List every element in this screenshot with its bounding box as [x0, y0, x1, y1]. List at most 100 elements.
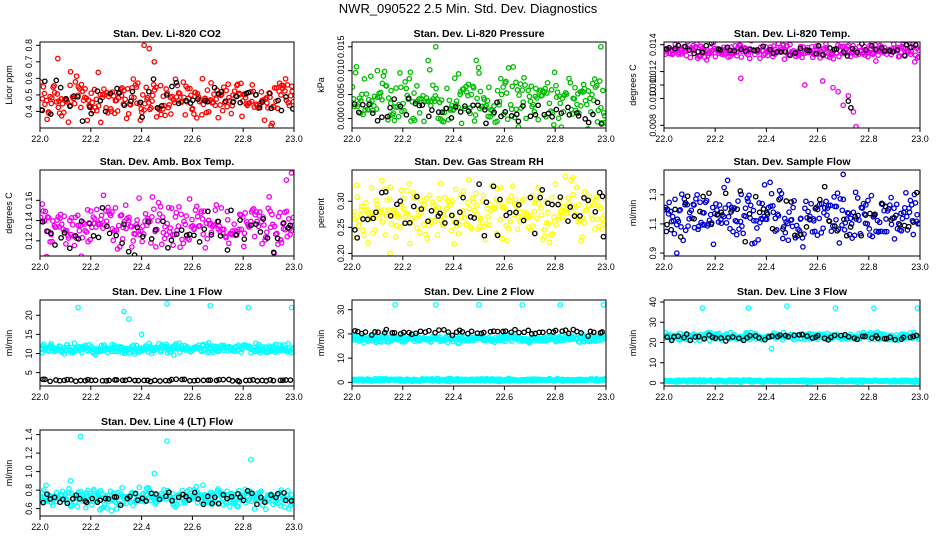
data-point [852, 213, 858, 220]
data-point [506, 198, 513, 205]
data-point [756, 209, 763, 216]
data-point [215, 500, 222, 507]
y-tick-label: 0.8 [24, 484, 34, 497]
outlier-point [850, 109, 857, 115]
y-tick-label: 10 [24, 349, 34, 359]
data-point [512, 196, 519, 203]
data-point [716, 202, 723, 208]
data-point [445, 329, 452, 335]
outlier-point [207, 302, 214, 309]
data-point [265, 105, 271, 111]
data-point [168, 205, 175, 212]
data-point [118, 212, 125, 218]
data-point [497, 75, 504, 82]
points-group [352, 43, 606, 128]
data-point [68, 377, 74, 383]
data-point [890, 48, 896, 55]
data-point [694, 42, 700, 47]
data-point [47, 111, 54, 117]
data-point [403, 112, 410, 118]
data-point [486, 221, 493, 228]
data-point [891, 215, 898, 221]
data-point [189, 97, 196, 104]
data-point [847, 215, 854, 222]
data-point [383, 83, 390, 89]
y-axis-label: ml/min [4, 460, 14, 487]
data-point [395, 113, 402, 120]
data-point [110, 237, 117, 244]
data-point [149, 194, 156, 200]
data-point [517, 81, 524, 87]
plot-box [663, 299, 921, 387]
data-point [459, 328, 466, 335]
data-point [520, 196, 527, 203]
data-point [218, 91, 225, 98]
data-point [906, 209, 913, 216]
data-point [513, 106, 520, 113]
data-point [153, 84, 159, 91]
data-point [218, 88, 225, 95]
data-point [43, 253, 50, 256]
data-point [97, 119, 104, 126]
data-point [770, 203, 776, 209]
data-point [523, 115, 529, 122]
data-point [381, 68, 388, 75]
points-group [664, 171, 920, 256]
data-point [683, 331, 690, 337]
data-point [739, 223, 745, 230]
data-point [498, 113, 504, 120]
data-point [787, 52, 793, 59]
data-point [280, 377, 286, 384]
data-point [182, 221, 189, 228]
data-point [664, 228, 670, 235]
data-point [244, 487, 251, 494]
data-point [786, 209, 792, 215]
y-axis-label: ml/min [628, 200, 638, 227]
data-point [289, 88, 294, 95]
data-point [883, 216, 889, 222]
data-point [502, 109, 509, 115]
y-tick-label: 0.6 [24, 72, 34, 85]
data-point [717, 47, 724, 53]
data-point [592, 226, 598, 232]
data-point [160, 218, 166, 225]
data-point [183, 493, 189, 500]
y-tick-label: 0.9 [648, 247, 658, 260]
data-point [734, 218, 740, 225]
outlier-point [164, 438, 170, 444]
outlier-point [598, 43, 604, 50]
data-point [200, 501, 207, 508]
data-point [117, 502, 124, 509]
outlier-point [832, 305, 839, 311]
data-point [833, 216, 839, 223]
data-point [777, 332, 783, 339]
data-point [105, 496, 112, 502]
data-point [480, 329, 487, 336]
data-point [821, 205, 828, 211]
data-point [401, 107, 407, 114]
data-point [559, 213, 566, 220]
data-point [503, 212, 510, 219]
data-point [525, 87, 532, 94]
data-point [567, 204, 574, 210]
data-point [441, 326, 447, 333]
data-point [520, 103, 526, 109]
data-point [549, 194, 555, 201]
data-point [127, 493, 133, 500]
data-point [533, 197, 539, 203]
data-point [565, 330, 572, 337]
y-tick-label: 0.16 [24, 192, 34, 210]
data-point [760, 206, 767, 212]
data-point [826, 217, 832, 224]
x-tick-label: 23.0 [911, 134, 929, 144]
data-point [58, 234, 64, 241]
data-point [538, 212, 545, 218]
data-point [98, 212, 105, 219]
data-point [355, 109, 362, 116]
data-point [229, 490, 236, 497]
data-point [173, 376, 180, 383]
data-point [141, 107, 147, 113]
data-point [148, 105, 154, 111]
data-point [375, 329, 381, 336]
data-point [481, 232, 488, 239]
